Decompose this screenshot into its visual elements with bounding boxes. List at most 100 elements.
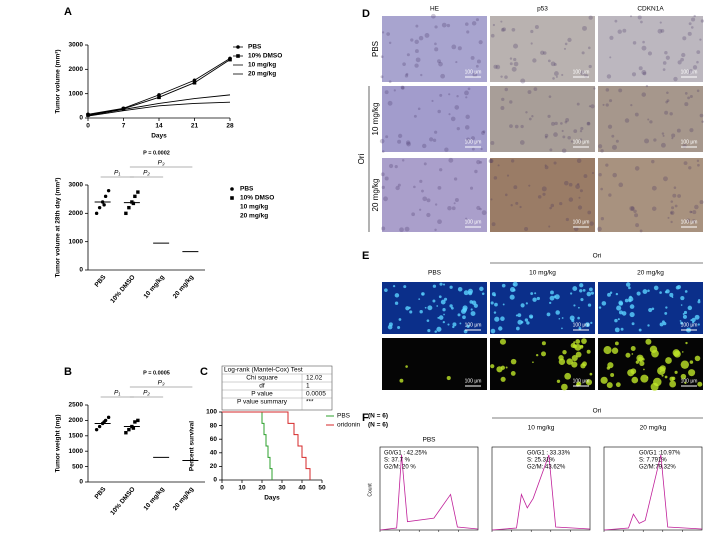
x-tick-label: 20 mg/kg bbox=[172, 486, 195, 512]
cell-texture bbox=[638, 66, 643, 71]
nucleus bbox=[457, 313, 461, 317]
cell-texture bbox=[672, 193, 677, 198]
nucleus bbox=[397, 326, 401, 330]
cell-texture bbox=[565, 217, 569, 222]
cell-texture bbox=[692, 65, 698, 70]
cell-texture bbox=[615, 139, 619, 143]
nucleus bbox=[561, 327, 563, 330]
cell-texture bbox=[651, 206, 657, 211]
cell-texture bbox=[547, 59, 551, 63]
cell-texture bbox=[510, 204, 513, 207]
x-tick-label: 30 bbox=[278, 485, 286, 492]
cell-texture bbox=[537, 195, 542, 199]
cell-texture bbox=[565, 118, 570, 122]
nucleus bbox=[573, 304, 576, 307]
nucleus bbox=[499, 338, 507, 345]
nucleus bbox=[697, 323, 700, 326]
cell-texture bbox=[467, 87, 471, 91]
nucleus bbox=[502, 303, 505, 306]
cell-texture bbox=[479, 207, 482, 211]
cell-texture bbox=[634, 166, 640, 171]
nucleus bbox=[679, 320, 682, 322]
cell-texture bbox=[420, 73, 423, 77]
x-tick-label: 0 bbox=[220, 485, 224, 492]
nucleus bbox=[447, 323, 450, 326]
marker bbox=[131, 426, 136, 430]
cell-texture bbox=[573, 129, 578, 133]
nucleus bbox=[627, 369, 635, 377]
nucleus bbox=[680, 373, 687, 380]
phase-label: G0/G1 : 33.33% bbox=[527, 451, 571, 457]
cell-texture bbox=[635, 223, 640, 228]
nucleus bbox=[471, 300, 477, 306]
nucleus bbox=[452, 322, 457, 327]
cell-texture bbox=[405, 72, 409, 76]
nucleus bbox=[460, 308, 467, 314]
cell-texture bbox=[547, 114, 551, 118]
cell-texture bbox=[688, 166, 692, 170]
annotation: P = 0.0002 bbox=[143, 150, 170, 156]
cell-texture bbox=[573, 226, 579, 232]
marker bbox=[195, 248, 199, 251]
cell-texture bbox=[434, 25, 438, 29]
nucleus bbox=[684, 290, 688, 293]
cell-texture bbox=[570, 140, 574, 143]
legend-label: oridonin bbox=[337, 422, 361, 429]
nucleus bbox=[513, 283, 516, 286]
nucleus bbox=[618, 301, 624, 306]
cell-texture bbox=[687, 96, 691, 100]
marker bbox=[183, 465, 187, 468]
cell-texture bbox=[533, 87, 538, 91]
cell-texture bbox=[448, 113, 451, 116]
x-axis-label: Days bbox=[151, 133, 167, 140]
nucleus bbox=[505, 366, 508, 369]
cell-texture bbox=[580, 126, 584, 131]
cell-texture bbox=[381, 226, 386, 231]
nucleus bbox=[665, 289, 670, 294]
cell-texture bbox=[666, 91, 669, 94]
nucleus bbox=[549, 301, 552, 305]
nucleus bbox=[438, 315, 444, 320]
cell-texture bbox=[611, 134, 615, 138]
micrograph bbox=[490, 86, 595, 152]
cell-texture bbox=[424, 33, 430, 38]
nucleus bbox=[680, 295, 685, 301]
nucleus bbox=[442, 320, 445, 324]
cell-texture bbox=[386, 32, 390, 36]
table-cell: P value summary bbox=[237, 399, 288, 406]
cell-texture bbox=[489, 159, 494, 164]
comparison-label: P₂ bbox=[143, 390, 150, 397]
micrograph bbox=[598, 16, 703, 82]
cell-texture bbox=[502, 27, 507, 32]
cell-texture bbox=[624, 118, 630, 123]
nucleus bbox=[466, 324, 470, 328]
cell-texture bbox=[540, 50, 545, 55]
y-axis-label: Count bbox=[367, 483, 373, 497]
scale-bar-label: 100 μm bbox=[465, 378, 482, 384]
nucleus bbox=[427, 329, 431, 333]
nucleus bbox=[418, 298, 421, 301]
nucleus bbox=[645, 338, 652, 345]
nucleus bbox=[550, 290, 554, 295]
panel-label: D bbox=[362, 8, 370, 20]
cell-texture bbox=[700, 19, 704, 23]
nucleus bbox=[639, 360, 645, 367]
cell-texture bbox=[588, 15, 593, 20]
cell-texture bbox=[380, 75, 384, 79]
cell-texture bbox=[423, 162, 427, 166]
nucleus bbox=[628, 286, 631, 290]
nucleus bbox=[631, 322, 635, 326]
nucleus bbox=[467, 288, 473, 294]
cell-texture bbox=[431, 13, 436, 19]
cell-texture bbox=[673, 76, 678, 82]
y-tick-label: 20 bbox=[210, 463, 218, 470]
cell-texture bbox=[662, 134, 665, 137]
micrograph bbox=[490, 16, 595, 82]
cell-texture bbox=[681, 52, 686, 58]
cell-texture bbox=[631, 72, 637, 77]
panel-label: A bbox=[64, 6, 72, 18]
cell-texture bbox=[434, 42, 437, 46]
nucleus bbox=[600, 376, 608, 384]
cell-texture bbox=[421, 189, 424, 193]
cell-texture bbox=[413, 185, 416, 189]
